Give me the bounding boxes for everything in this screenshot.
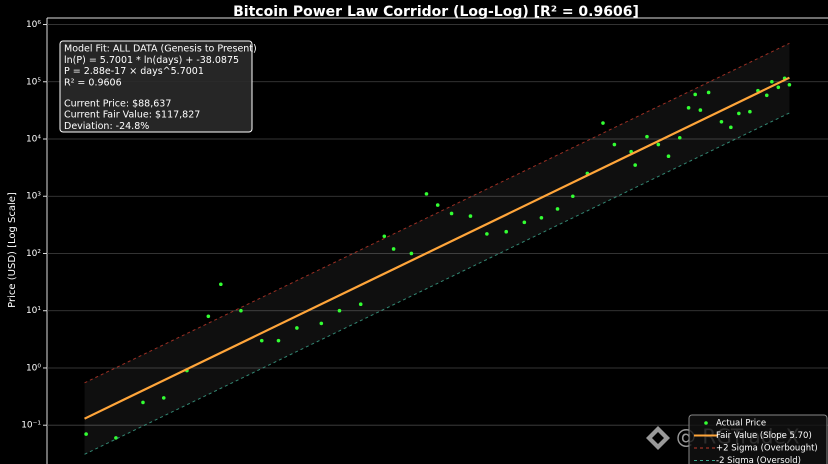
legend-label: -2 Sigma (Oversold)	[716, 456, 801, 464]
data-point	[601, 121, 605, 125]
data-point	[656, 142, 661, 147]
watermark-logo	[646, 426, 670, 450]
data-point	[206, 314, 211, 319]
data-point	[677, 135, 682, 140]
data-point	[571, 194, 575, 199]
data-point	[449, 211, 454, 216]
y-tick-label: 10⁵	[26, 77, 41, 87]
data-point	[612, 142, 617, 147]
data-point	[645, 134, 649, 139]
legend-label: Actual Price	[716, 419, 766, 429]
legend: Actual Price Fair Value (Slope 5.70) +2 Si…	[688, 414, 828, 464]
legend-swatch	[704, 421, 708, 425]
annotation-frame	[59, 40, 253, 133]
data-point	[522, 220, 527, 225]
overlay: Model Fit: ALL DATA (Genesis to Present)…	[59, 40, 828, 464]
data-point	[259, 338, 264, 343]
data-point	[391, 247, 396, 251]
data-point	[706, 90, 711, 95]
data-point	[776, 85, 781, 90]
data-point	[770, 79, 774, 84]
annotation-line: Model Fit: ALL DATA (Genesis to Present)	[64, 44, 257, 55]
data-point	[239, 308, 243, 313]
data-point	[468, 214, 473, 218]
sigma-band	[84, 112, 790, 455]
y-tick-label: 10¹	[26, 306, 41, 316]
y-tick-label: 10⁶	[26, 20, 41, 30]
data-point	[539, 216, 544, 220]
data-point	[737, 111, 741, 116]
data-point	[764, 93, 769, 98]
annotation-line: P = 2.88e-17 × days^5.7001	[64, 66, 204, 77]
data-point	[358, 302, 363, 307]
y-tick-label: 10⁻¹	[21, 421, 41, 431]
data-point	[698, 108, 703, 112]
sigma-band	[84, 42, 790, 384]
data-point	[555, 207, 560, 211]
annotation-line: ln(P) = 5.7001 * ln(days) + -38.0875	[64, 55, 239, 66]
data-point	[141, 400, 145, 405]
y-tick-label: 10³	[26, 192, 41, 202]
data-point	[161, 396, 166, 400]
y-tick-label: 10²	[26, 249, 41, 259]
chart-title: Bitcoin Power Law Corridor (Log-Log) [R²…	[233, 4, 639, 20]
plot-area: 10⁻¹ 10⁰ 10¹ 10² 10³ 10⁴ 10⁵ 10⁶	[21, 17, 828, 464]
data-point	[409, 251, 414, 256]
data-point	[748, 109, 752, 114]
data-point	[633, 163, 637, 167]
data-point	[424, 192, 429, 196]
data-point	[719, 119, 724, 124]
data-point	[686, 106, 691, 110]
annotation-line: Current Fair Value: $117,827	[64, 110, 200, 121]
data-point	[276, 338, 281, 343]
annotation-line: Deviation: -24.8%	[64, 121, 149, 132]
data-point	[666, 154, 671, 159]
data-point	[84, 432, 88, 436]
y-tick-label: 10⁴	[26, 135, 41, 145]
data-point	[485, 232, 489, 236]
legend-label: Fair Value (Slope 5.70)	[716, 431, 812, 441]
data-point	[382, 234, 387, 239]
y-tick-label: 10⁰	[26, 363, 41, 373]
data-point	[504, 229, 509, 234]
data-point	[787, 82, 792, 87]
fair-value-line	[84, 76, 790, 420]
data-point	[693, 92, 697, 97]
data-point	[219, 282, 223, 287]
data-point	[319, 321, 324, 326]
legend-frame	[688, 414, 828, 464]
data-point	[114, 436, 118, 440]
annotation-box: Model Fit: ALL DATA (Genesis to Present)…	[59, 40, 257, 133]
data-point	[337, 308, 342, 313]
data-point	[729, 125, 733, 130]
data-point	[435, 203, 440, 207]
legend-label: +2 Sigma (Overbought)	[716, 444, 818, 454]
annotation-line: Current Price: $88,637	[64, 98, 171, 109]
annotation-line: R² = 0.9606	[64, 77, 122, 88]
y-axis-label: Price (USD) [Log Scale]	[7, 192, 18, 308]
data-point	[295, 326, 299, 330]
